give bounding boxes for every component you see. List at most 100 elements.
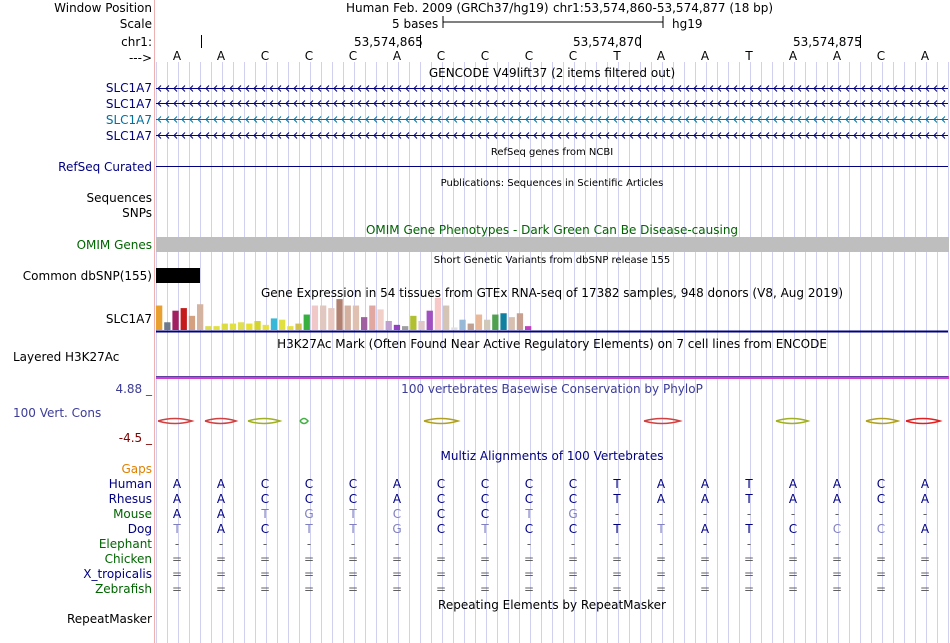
alignment-species-label[interactable]: X_tropicalis: [83, 567, 152, 581]
alignment-base: C: [524, 492, 534, 506]
alignment-base: C: [480, 492, 490, 506]
alignment-base: -: [922, 507, 928, 521]
gencode-transcript: [156, 116, 948, 123]
alignment-base: =: [875, 582, 887, 596]
alignment-species-label[interactable]: Dog: [127, 522, 152, 536]
alignment-species-label[interactable]: Elephant: [98, 537, 152, 551]
alignment-base: -: [350, 537, 356, 551]
gencode-item-4[interactable]: SLC1A7: [105, 129, 152, 143]
alignment-base: =: [259, 567, 271, 581]
alignment-base: T: [613, 522, 621, 536]
alignment-base: C: [524, 477, 534, 491]
gtex-tissue-bar: [352, 305, 360, 330]
alignment-base: C: [788, 522, 798, 536]
snps-track-label[interactable]: SNPs: [122, 206, 152, 220]
cons-score-mark: [423, 417, 461, 425]
gtex-tissue-bar: [385, 320, 392, 330]
alignment-base: =: [831, 567, 843, 581]
coord-label-2: 53,574,870: [573, 35, 642, 49]
gencode-transcript: [156, 100, 948, 107]
refseq-track-label[interactable]: RefSeq Curated: [58, 160, 152, 174]
alignment-base: -: [702, 537, 708, 551]
alignment-base: -: [438, 537, 444, 551]
gtex-track-title: Gene Expression in 54 tissues from GTEx …: [260, 286, 844, 300]
gaps-label: Gaps: [121, 462, 152, 476]
alignment-base: =: [171, 552, 183, 566]
omim-track-label[interactable]: OMIM Genes: [76, 238, 152, 252]
dbsnp-track-label[interactable]: Common dbSNP(155): [22, 269, 152, 283]
alignment-base: =: [215, 567, 227, 581]
alignment-base: A: [392, 477, 402, 491]
alignment-base: A: [216, 477, 226, 491]
h3k27ac-track-label[interactable]: Layered H3K27Ac: [13, 350, 120, 364]
cons-min-label: -4.5 _: [118, 431, 152, 445]
alignment-species-label[interactable]: Zebrafish: [95, 582, 152, 596]
alignment-base: -: [262, 537, 268, 551]
alignment-base: =: [699, 582, 711, 596]
dbsnp-variant-block[interactable]: [156, 268, 200, 283]
conservation-wiggle[interactable]: [157, 417, 943, 425]
gtex-tissue-bar: [451, 327, 458, 330]
alignment-base: -: [878, 507, 884, 521]
gtex-tissue-bar: [459, 319, 466, 330]
alignment-base: C: [876, 492, 886, 506]
alignment-base: C: [480, 477, 490, 491]
alignment-base: A: [832, 492, 842, 506]
base-letter: C: [304, 49, 314, 63]
gencode-gene-models[interactable]: [156, 85, 948, 139]
refseq-track-title: RefSeq genes from NCBI: [490, 147, 614, 158]
alignment-base: C: [436, 507, 446, 521]
alignment-base: A: [216, 522, 226, 536]
alignment-base: =: [259, 582, 271, 596]
chrom-label: chr1:: [121, 35, 152, 49]
alignment-base: =: [787, 552, 799, 566]
cons-score-mark: [905, 417, 943, 425]
gtex-tissue-bar: [443, 305, 450, 330]
gtex-expression-bars[interactable]: [156, 297, 532, 330]
gtex-tissue-bar: [287, 326, 294, 330]
alignment-species-label[interactable]: Mouse: [113, 507, 152, 521]
base-letter: C: [524, 49, 534, 63]
gtex-tissue-bar: [467, 323, 474, 330]
alignment-species-label[interactable]: Human: [108, 477, 152, 491]
alignment-species-label[interactable]: Rhesus: [108, 492, 152, 506]
gencode-track-title: GENCODE V49lift37 (2 items filtered out): [428, 66, 676, 80]
base-letter: C: [260, 49, 270, 63]
h3k27ac-signal[interactable]: [156, 376, 949, 379]
base-gridlines: [156, 62, 949, 643]
alignment-base: =: [479, 567, 491, 581]
gencode-item-3[interactable]: SLC1A7: [105, 113, 152, 127]
alignment-base: T: [745, 492, 753, 506]
alignment-base: T: [349, 522, 357, 536]
alignment-base: =: [875, 552, 887, 566]
omim-track-title: OMIM Gene Phenotypes - Dark Green Can Be…: [365, 223, 739, 237]
scale-bar: [442, 16, 664, 28]
alignment-species-label[interactable]: Chicken: [104, 552, 152, 566]
sequences-track-label[interactable]: Sequences: [86, 191, 152, 205]
gtex-tissue-bar: [426, 310, 433, 330]
cons-track-label[interactable]: 100 Vert. Cons: [13, 406, 102, 420]
alignment-base: C: [260, 492, 270, 506]
cons-score-mark: [299, 417, 309, 425]
repeat-track-label[interactable]: RepeatMasker: [66, 612, 152, 626]
alignment-base: =: [831, 552, 843, 566]
alignment-base: A: [656, 477, 666, 491]
gtex-track-label[interactable]: SLC1A7: [105, 312, 152, 326]
alignment-base: =: [743, 582, 755, 596]
alignment-base: =: [611, 552, 623, 566]
omim-gene-bar[interactable]: [156, 237, 949, 252]
gencode-item-2[interactable]: SLC1A7: [105, 97, 152, 111]
alignment-base: C: [876, 522, 886, 536]
gencode-item-1[interactable]: SLC1A7: [105, 81, 152, 95]
alignment-base: =: [347, 552, 359, 566]
alignment-base: C: [568, 492, 578, 506]
gtex-tissue-bar: [434, 297, 442, 330]
coord-label-1: 53,574,865: [354, 35, 423, 49]
gtex-tissue-bar: [303, 314, 310, 330]
alignment-base: =: [171, 582, 183, 596]
alignment-base: A: [656, 492, 666, 506]
gtex-tissue-bar: [328, 308, 335, 330]
alignment-base: =: [831, 582, 843, 596]
